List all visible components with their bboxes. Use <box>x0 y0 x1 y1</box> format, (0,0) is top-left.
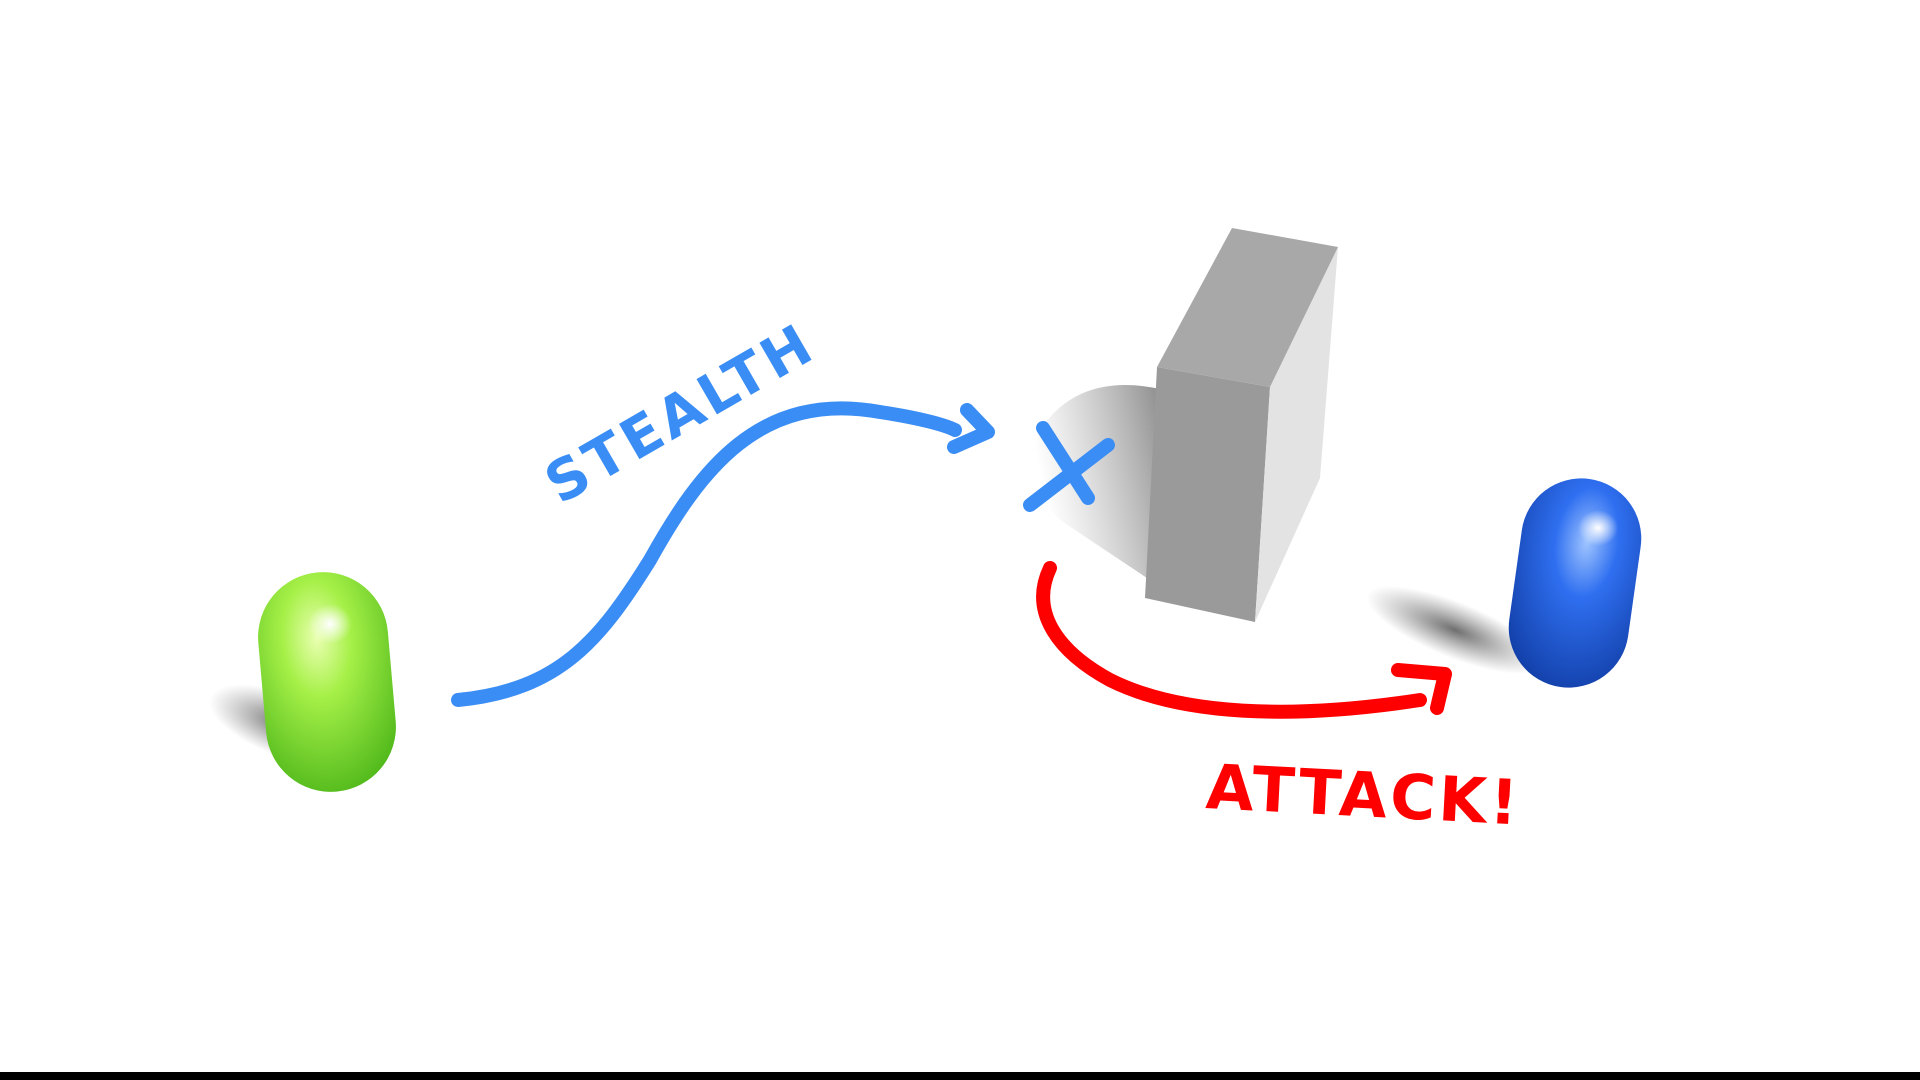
green-capsule <box>199 567 401 797</box>
bottom-bar <box>0 1072 1920 1080</box>
stealth-path <box>458 408 955 700</box>
obstacle-box <box>1145 228 1338 622</box>
box-front-face <box>1145 367 1270 622</box>
blue-capsule <box>1356 471 1649 696</box>
attack-label: ATTACK! <box>1204 750 1523 839</box>
